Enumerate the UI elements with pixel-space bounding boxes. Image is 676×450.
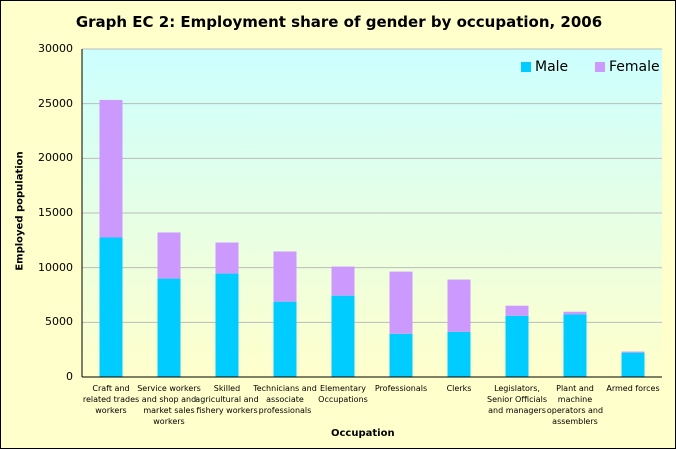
x-tick-label: Skilled agricultural and fishery workers (195, 384, 259, 415)
bar-female (447, 279, 471, 332)
y-tick-label: 5000 (45, 315, 73, 329)
legend-female: Female (595, 59, 660, 75)
x-tick-label: Clerks (446, 384, 472, 393)
legend-label-male: Male (535, 59, 569, 75)
bar-male (273, 301, 297, 377)
bar-female (563, 311, 587, 315)
bar-female (389, 271, 413, 334)
bar-male (215, 273, 239, 377)
legend-male: Male (521, 59, 568, 75)
y-tick-label: 20000 (38, 151, 73, 165)
bar-male (505, 315, 529, 377)
x-tick-label: Plant and machine operators and assemble… (546, 384, 604, 426)
y-tick-label: 30000 (38, 42, 73, 55)
bar-male (447, 331, 471, 377)
bar-female (331, 266, 355, 296)
y-tick-label: 15000 (38, 206, 73, 219)
y-axis-label: Employed population (14, 151, 26, 271)
bar-female (215, 242, 239, 274)
chart-title: Graph EC 2: Employment share of gender b… (75, 13, 603, 31)
bar-male (157, 278, 181, 377)
bar-male (621, 352, 645, 377)
x-tick-label: Legislators, Senior Officials and manage… (487, 384, 547, 415)
legend-swatch-male (521, 62, 531, 72)
bar-male (389, 333, 413, 377)
bar-female (621, 351, 645, 353)
bar-female (273, 251, 297, 302)
x-tick-label: Technicians and associate professionals (253, 384, 317, 415)
x-tick-label: Armed forces (606, 384, 660, 393)
x-axis-label: Occupation (331, 428, 395, 439)
bar-female (505, 305, 529, 316)
legend-label-female: Female (609, 59, 660, 75)
x-tick-label: Service workers and shop and market sale… (137, 384, 201, 426)
bar-female (157, 232, 181, 279)
x-tick-label: Craft and related trades workers (82, 384, 140, 415)
bar-male (563, 314, 587, 377)
bar-female (99, 99, 123, 238)
y-tick-label: 25000 (38, 96, 73, 110)
bar-male (331, 295, 355, 377)
y-tick-label: 0 (66, 370, 73, 383)
legend-swatch-female (595, 62, 605, 72)
bar-male (99, 237, 123, 377)
y-tick-label: 10000 (38, 260, 73, 274)
x-tick-label: Elementary Occupations (318, 384, 368, 404)
x-tick-label: Professionals (374, 384, 428, 393)
